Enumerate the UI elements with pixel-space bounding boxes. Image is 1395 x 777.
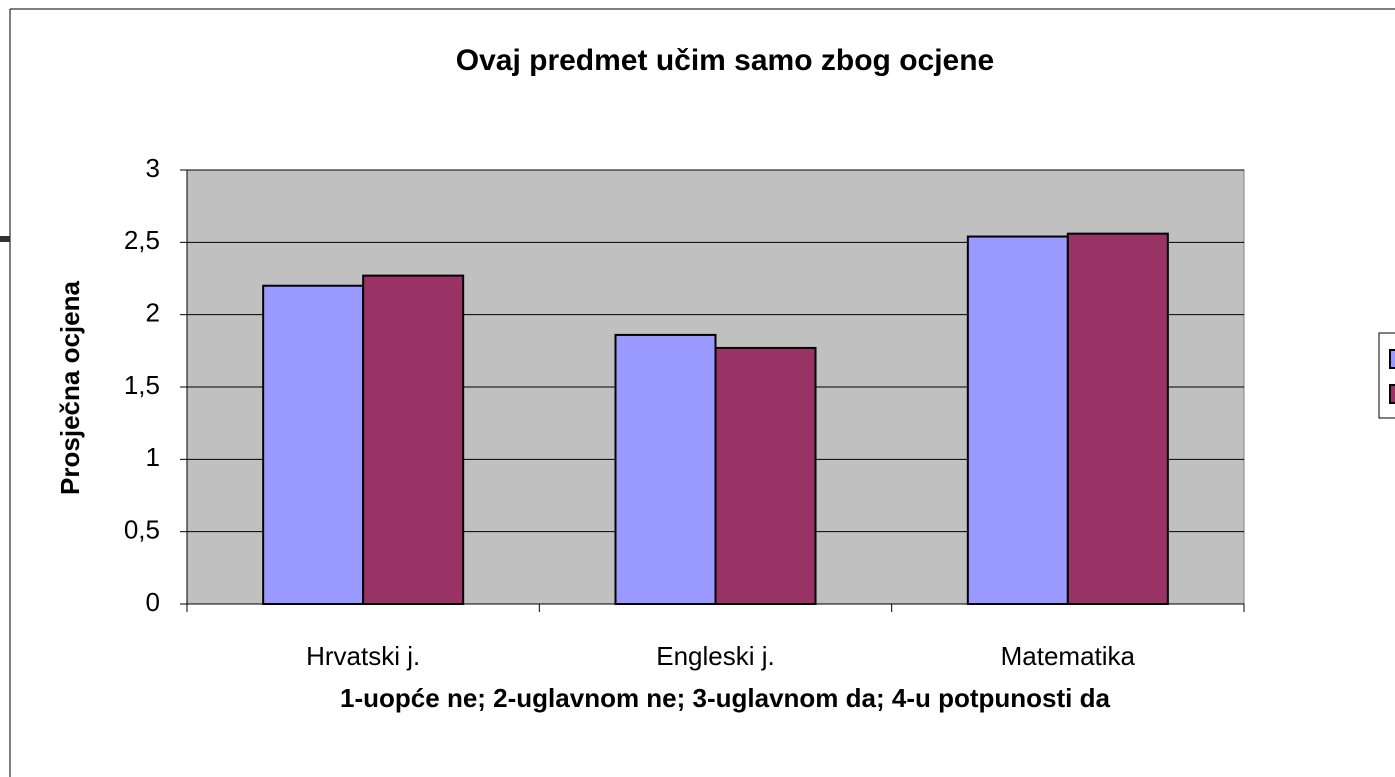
bar [262, 284, 365, 605]
y-tick-label: 2,5 [124, 225, 160, 255]
bar [362, 274, 465, 605]
bar [966, 235, 1069, 605]
bar [1066, 232, 1169, 606]
y-tick-label: 0,5 [124, 515, 160, 545]
bar [614, 333, 717, 605]
x-tick-label: Matematika [1001, 641, 1136, 671]
y-tick-label: 0 [146, 587, 160, 617]
y-tick-label: 2 [146, 298, 160, 328]
y-axis-title: Prosječna ocjena [55, 281, 85, 495]
chart-title: Ovaj predmet učim samo zbog ocjene [456, 44, 994, 77]
bar [714, 346, 817, 605]
legend-box [1378, 332, 1395, 419]
y-tick-label: 3 [146, 153, 160, 183]
y-tick-label: 1,5 [124, 370, 160, 400]
x-tick-label: Hrvatski j. [306, 641, 420, 671]
x-axis-title: 1-uopće ne; 2-uglavnom ne; 3-uglavnom da… [340, 683, 1110, 713]
x-tick-label: Engleski j. [656, 641, 775, 671]
frame-marker [0, 236, 10, 242]
y-tick-label: 1 [146, 442, 160, 472]
legend-swatch [1389, 349, 1395, 369]
legend-swatch [1389, 384, 1395, 404]
